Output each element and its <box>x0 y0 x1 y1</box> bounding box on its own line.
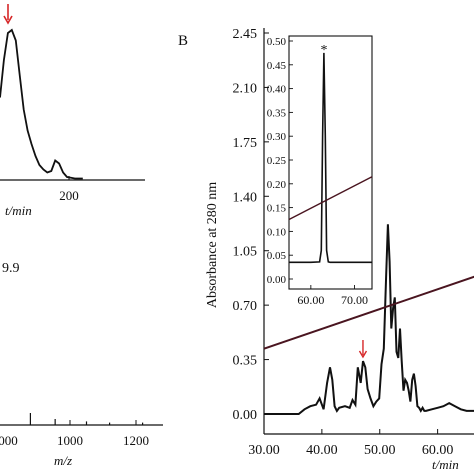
panel-b-inset-trace <box>289 52 372 264</box>
panel-b-x-ticks: 30.00 40.00 50.00 60.00 <box>248 429 453 458</box>
panel-a-ms-x-tick-label-2: 1200 <box>123 433 149 448</box>
panel-b-inset-x-ticks: 60.00 70.00 <box>297 285 368 307</box>
panel-b-x-axis-label: t/min <box>432 457 459 472</box>
panel-b-y-tick-label: 0.70 <box>233 299 258 314</box>
panel-b-y-tick-label: 0.35 <box>233 354 258 369</box>
panel-b-y-tick-label: 2.45 <box>233 27 258 42</box>
panel-b-y-axis-label: Absorbance at 280 nm <box>205 182 220 308</box>
panel-b-inset-y-tick-label: 0.40 <box>267 84 287 96</box>
panel-b-gradient-line <box>263 275 474 350</box>
panel-b-y-ticks: 0.00 0.35 0.70 1.05 1.40 1.75 2.10 2.45 <box>233 27 269 423</box>
panel-a-ms: 9.9 000 1000 1200 m/z <box>0 261 163 468</box>
panel-b-x-tick-label: 40.00 <box>306 443 338 458</box>
panel-b-label: B <box>178 33 188 49</box>
panel-b-inset-y-tick-label: 0.10 <box>267 226 287 238</box>
panel-b-x-tick-label: 50.00 <box>364 443 396 458</box>
panel-b-y-tick-label: 1.75 <box>233 136 258 151</box>
panel-b-inset-gradient-line <box>288 176 373 221</box>
panel-b-inset-y-ticks: 0.00 0.05 0.10 0.15 0.20 0.25 0.30 0.35 0.40 0.45… <box>267 36 293 286</box>
panel-a-chromatogram: 200 t/min <box>0 4 145 218</box>
panel-a-ms-peaks <box>29 413 144 425</box>
panel-a-chrom-arrow-head <box>3 15 13 25</box>
panel-b-y-tick-label: 1.05 <box>233 245 258 260</box>
panel-b-y-tick-label: 0.00 <box>233 408 258 423</box>
panel-b-inset-y-tick-label: 0.30 <box>267 131 287 143</box>
panel-b-inset-frame <box>288 35 373 290</box>
panel-b-inset-star-marker: * <box>320 43 327 58</box>
panel-b-x-tick-label: 60.00 <box>422 443 454 458</box>
panel-a-chrom-x-tick-label: 200 <box>59 188 79 203</box>
panel-a-chrom-x-axis-label: t/min <box>5 203 32 218</box>
panel-a-chrom-trace <box>0 28 83 180</box>
panel-b-inset-x-tick-label: 60.00 <box>297 293 324 307</box>
panel-b-inset-y-tick-label: 0.35 <box>267 107 287 119</box>
panel-a-chrom-arrow <box>3 4 13 25</box>
panel-b-inset-x-tick-label: 70.00 <box>341 293 368 307</box>
panel-a-ms-peak-label: 9.9 <box>2 261 20 276</box>
panel-b-arrow-head <box>358 350 368 359</box>
panel-b-inset-y-tick-label: 0.05 <box>267 250 287 262</box>
panel-b-chromatogram-trace <box>264 224 474 415</box>
panel-b-inset-y-tick-label: 0.50 <box>267 36 287 48</box>
panel-b-inset: 0.00 0.05 0.10 0.15 0.20 0.25 0.30 0.35 0.40 0.45… <box>267 35 373 307</box>
panel-b-y-tick-label: 2.10 <box>233 81 258 96</box>
panel-b-inset-y-tick-label: 0.15 <box>267 203 287 215</box>
panel-b-x-tick-label: 30.00 <box>248 443 280 458</box>
panel-a-ms-x-axis-label: m/z <box>54 453 72 468</box>
panel-a-ms-x-tick-label-0: 000 <box>0 433 18 448</box>
panel-b: B Absorbance at 280 nm 0.00 0.35 0.70 1.05 1… <box>178 27 474 472</box>
panel-a-ms-x-tick-label-1: 1000 <box>57 433 83 448</box>
panel-b-inset-y-tick-label: 0.00 <box>267 274 287 286</box>
panel-b-y-tick-label: 1.40 <box>233 190 258 205</box>
panel-b-inset-y-tick-label: 0.20 <box>267 179 287 191</box>
panel-b-arrow <box>358 340 368 359</box>
panel-b-inset-y-tick-label: 0.25 <box>267 155 287 167</box>
panel-b-inset-y-tick-label: 0.45 <box>267 60 287 72</box>
